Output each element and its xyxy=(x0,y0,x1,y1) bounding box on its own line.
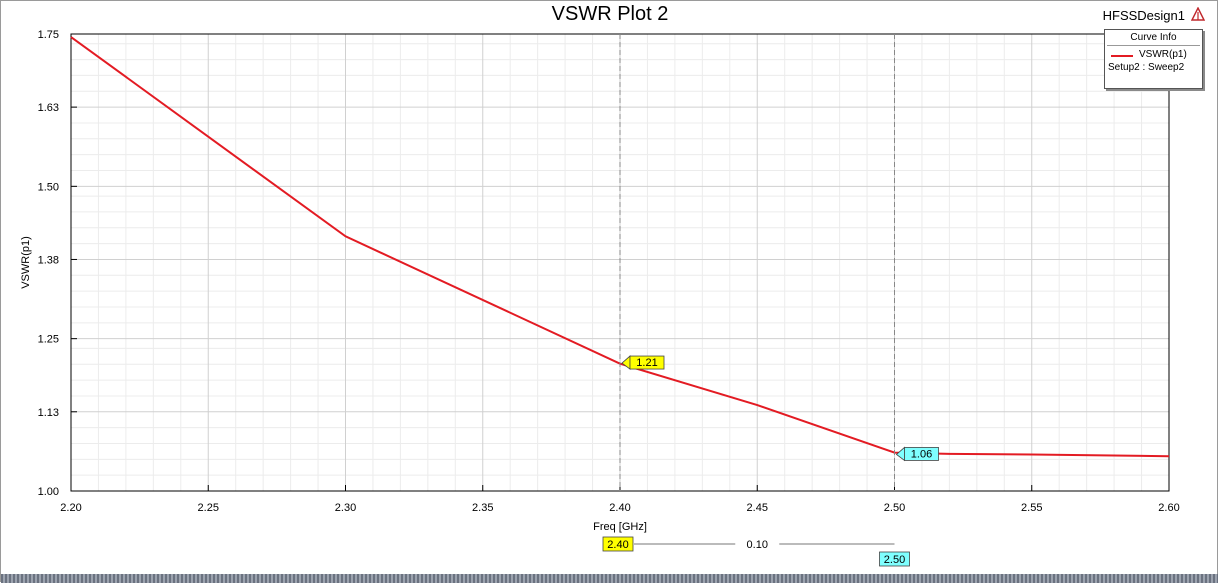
window-bottom-border xyxy=(1,574,1218,583)
ansys-logo-icon xyxy=(1191,7,1205,21)
x-tick-label: 2.45 xyxy=(747,502,768,514)
x-tick-label: 2.35 xyxy=(472,502,493,514)
y-axis-label: VSWR(p1) xyxy=(20,236,32,289)
x-tick-label: 2.55 xyxy=(1021,502,1042,514)
marker-value-label: 1.21 xyxy=(636,357,657,369)
curve-info-legend[interactable]: Curve Info VSWR(p1) Setup2 : Sweep2 xyxy=(1104,29,1203,89)
design-name: HFSSDesign1 xyxy=(1102,8,1185,23)
legend-series-label: VSWR(p1) xyxy=(1139,49,1187,60)
x-tick-label: 2.60 xyxy=(1158,502,1179,514)
x-tick-label: 2.20 xyxy=(60,502,81,514)
legend-title: Curve Info xyxy=(1107,30,1200,46)
x-tick-label: 2.50 xyxy=(884,502,905,514)
marker-box[interactable] xyxy=(629,355,665,370)
marker-box[interactable] xyxy=(904,447,939,461)
x-tick-label: 2.25 xyxy=(198,502,219,514)
x-tick-label: 2.30 xyxy=(335,502,356,514)
x-axis-label: Freq [GHz] xyxy=(593,521,647,533)
y-tick-label: 1.25 xyxy=(38,334,59,346)
delta-label-bg xyxy=(735,537,780,551)
y-tick-label: 1.00 xyxy=(38,486,59,498)
chart-title: VSWR Plot 2 xyxy=(551,3,669,25)
delta-value-label: 0.10 xyxy=(747,539,768,551)
marker-pointer xyxy=(895,446,905,462)
marker-layer: 1.21 1.06 xyxy=(619,34,939,491)
delta-end-label: 2.50 xyxy=(884,554,905,566)
legend-entry[interactable]: VSWR(p1) xyxy=(1105,48,1202,62)
tick-layer: 2.20 2.25 2.30 2.35 2.40 2.45 2.50 2.55 2.60 1.00… xyxy=(38,29,1180,514)
curve-layer xyxy=(70,36,1170,458)
delta-start-box[interactable] xyxy=(602,536,634,552)
legend-setup-label: Setup2 : Sweep2 xyxy=(1108,62,1185,73)
y-tick-label: 1.38 xyxy=(38,254,59,266)
axis-label-layer: Freq [GHz] VSWR(p1) xyxy=(20,236,647,533)
y-tick-label: 1.13 xyxy=(38,407,59,419)
marker-value-label: 1.06 xyxy=(911,448,932,460)
legend-line-swatch xyxy=(1111,55,1133,57)
delta-start-label: 2.40 xyxy=(607,539,628,551)
y-tick-label: 1.75 xyxy=(38,29,59,41)
delta-layer: 0.10 2.40 2.50 xyxy=(602,536,910,567)
x-tick-label: 2.40 xyxy=(609,502,630,514)
series-line-vswr[interactable] xyxy=(70,36,1170,458)
marker-pointer xyxy=(621,355,631,370)
y-tick-label: 1.50 xyxy=(38,181,59,193)
y-tick-label: 1.63 xyxy=(38,102,59,114)
delta-end-box[interactable] xyxy=(879,551,910,567)
